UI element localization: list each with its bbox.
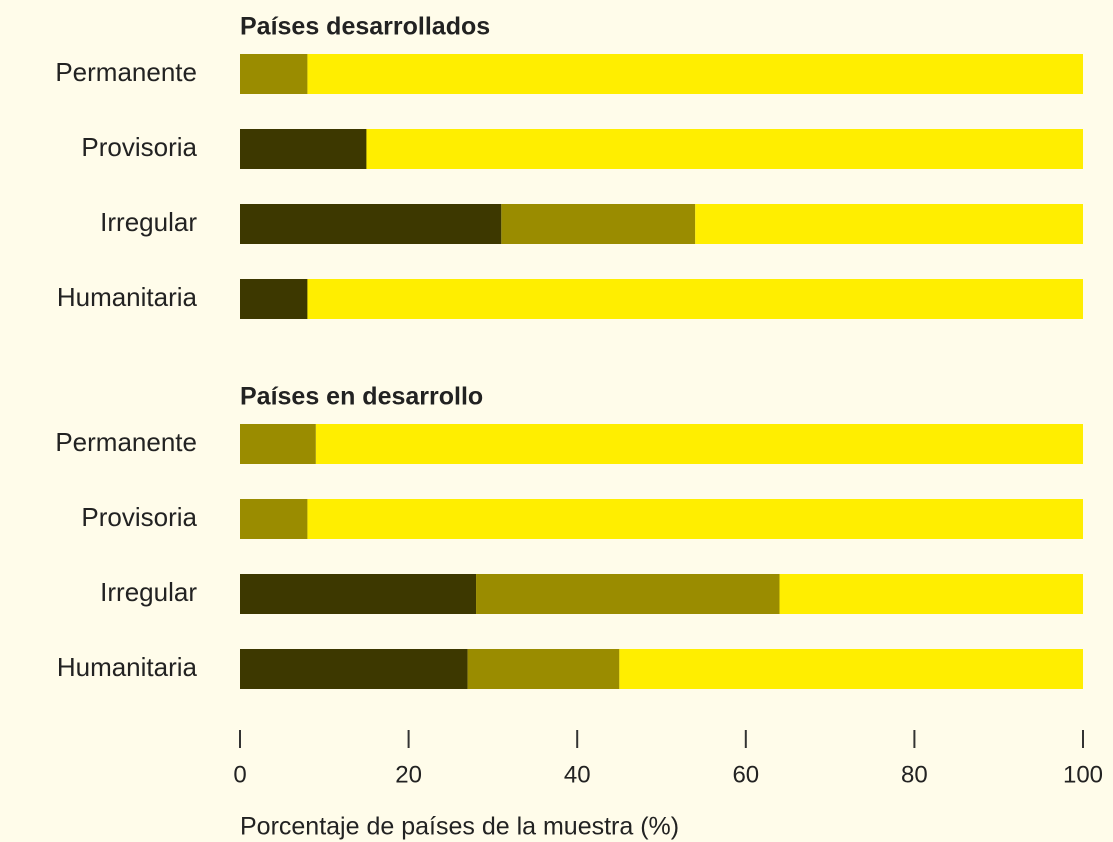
- bar-segment: [240, 649, 468, 689]
- bar-segment: [240, 424, 316, 464]
- bar-segment: [240, 499, 308, 539]
- bar-segment: [779, 574, 1083, 614]
- category-label: Humanitaria: [57, 282, 198, 312]
- bar-segment: [366, 129, 1083, 169]
- bar-segment: [307, 54, 1083, 94]
- category-label: Provisoria: [81, 502, 197, 532]
- x-tick-label: 0: [233, 761, 246, 788]
- bar-segment: [315, 424, 1083, 464]
- x-tick-label: 60: [732, 761, 759, 788]
- bar-segment: [619, 649, 1083, 689]
- panel-title: Países en desarrollo: [240, 383, 483, 411]
- x-tick-label: 100: [1063, 761, 1103, 788]
- x-axis-label: Porcentaje de países de la muestra (%): [240, 813, 679, 841]
- x-tick-label: 80: [901, 761, 928, 788]
- category-label: Humanitaria: [57, 652, 198, 682]
- category-label: Irregular: [100, 207, 197, 237]
- bar-segment: [240, 204, 502, 244]
- x-tick-label: 40: [564, 761, 591, 788]
- bar-segment: [240, 574, 477, 614]
- bar-segment: [240, 129, 367, 169]
- category-label: Irregular: [100, 577, 197, 607]
- category-label: Permanente: [55, 427, 197, 457]
- category-label: Permanente: [55, 57, 197, 87]
- bar-segment: [240, 54, 308, 94]
- panel-title: Países desarrollados: [240, 13, 490, 41]
- x-tick-label: 20: [395, 761, 422, 788]
- bar-segment: [467, 649, 620, 689]
- bar-segment: [240, 279, 308, 319]
- bar-segment: [476, 574, 780, 614]
- category-label: Provisoria: [81, 132, 197, 162]
- bar-segment: [695, 204, 1083, 244]
- bar-segment: [307, 499, 1083, 539]
- bar-segment: [307, 279, 1083, 319]
- bar-segment: [501, 204, 696, 244]
